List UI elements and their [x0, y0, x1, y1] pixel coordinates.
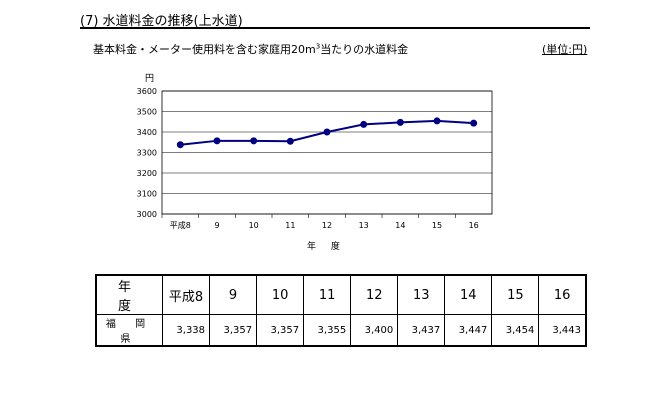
- table-header-row: 年 度 平成8 9 10 11 12 13 14 15 16: [95, 274, 587, 315]
- x-tick-label: 平成8: [170, 220, 191, 230]
- year-cell: 12: [350, 274, 399, 315]
- year-cell: 9: [209, 274, 258, 315]
- x-tick-label: 12: [322, 221, 332, 230]
- section-heading: (7) 水道料金の推移(上水道): [80, 14, 243, 29]
- y-tick-label: 3500: [137, 108, 157, 117]
- y-tick-label: 3000: [137, 210, 157, 219]
- chart-subtitle: 基本料金・メーター使用料を含む家庭用20m3当たりの水道料金: [93, 41, 408, 57]
- header-label-cell: 年 度: [95, 274, 163, 315]
- y-tick-label: 3100: [137, 190, 157, 199]
- row-label-cell: 福 岡 県: [95, 314, 163, 347]
- x-tick-label: 9: [214, 221, 219, 230]
- x-tick-label: 16: [469, 221, 479, 230]
- value-cell: 3,454: [491, 314, 540, 347]
- year-cell: 14: [444, 274, 493, 315]
- x-tick-label: 13: [359, 221, 369, 230]
- year-cell: 15: [491, 274, 540, 315]
- value-cell: 3,447: [444, 314, 493, 347]
- x-tick-label: 10: [249, 221, 259, 230]
- value-cell: 3,400: [350, 314, 399, 347]
- value-cell: 3,338: [161, 314, 211, 347]
- data-point: [360, 120, 368, 128]
- subtitle-superscript: 3: [315, 42, 321, 51]
- year-cell: 13: [397, 274, 446, 315]
- value-cell: 3,437: [397, 314, 446, 347]
- plot-area: [161, 90, 493, 215]
- year-cell: 11: [303, 274, 352, 315]
- value-cell: 3,357: [256, 314, 305, 347]
- x-tick-label: 11: [285, 221, 295, 230]
- subtitle-text: 基本料金・メーター使用料を含む家庭用20m: [93, 43, 316, 56]
- data-point: [213, 137, 221, 145]
- value-cell: 3,355: [303, 314, 352, 347]
- x-tick-label: 15: [432, 221, 442, 230]
- data-table: 年 度 平成8 9 10 11 12 13 14 15 16 福 岡 県 3,3…: [95, 274, 587, 347]
- x-tick-label: 14: [395, 221, 405, 230]
- data-point: [323, 128, 331, 136]
- y-tick-label: 3300: [137, 149, 157, 158]
- data-point: [433, 117, 441, 125]
- heading-underline: [80, 27, 590, 29]
- data-point: [396, 118, 404, 126]
- y-tick-label: 3600: [137, 87, 157, 96]
- year-cell: 10: [256, 274, 305, 315]
- y-axis-unit: 円: [145, 74, 155, 84]
- data-point: [250, 137, 258, 145]
- data-point: [176, 141, 184, 149]
- value-cell: 3,443: [538, 314, 587, 347]
- subtitle-rest: 当たりの水道料金: [320, 43, 409, 56]
- y-tick-label: 3400: [137, 128, 157, 137]
- table-row: 福 岡 県 3,338 3,357 3,357 3,355 3,400 3,43…: [95, 314, 587, 347]
- unit-label: (単位:円): [542, 43, 588, 56]
- data-point: [286, 137, 294, 145]
- year-cell: 16: [538, 274, 587, 315]
- x-axis-title: 年 度: [307, 242, 346, 252]
- value-cell: 3,357: [209, 314, 258, 347]
- data-point: [470, 119, 478, 127]
- y-tick-label: 3200: [137, 169, 157, 178]
- year-cell: 平成8: [161, 274, 211, 315]
